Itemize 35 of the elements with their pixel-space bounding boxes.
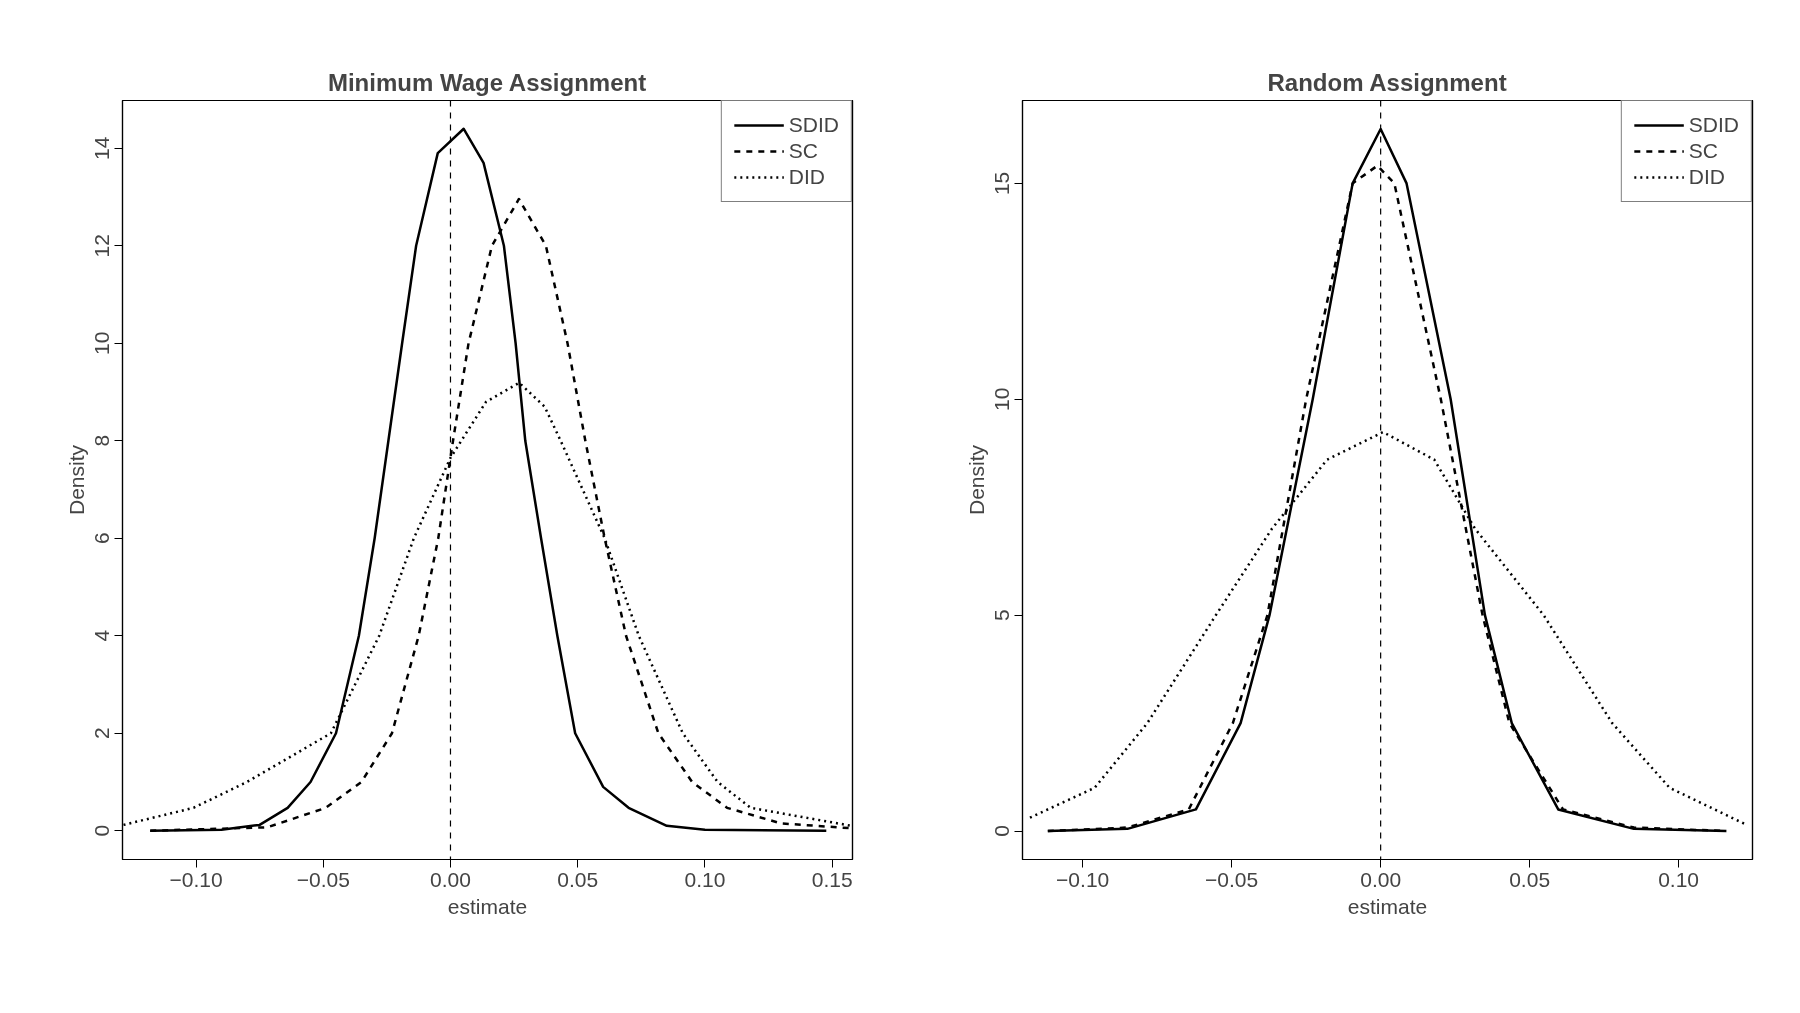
x-tick-label: −0.10: [1056, 867, 1110, 891]
y-tick-label: 5: [990, 609, 1014, 621]
x-axis-title: estimate: [1347, 894, 1428, 918]
legend-label: SDID: [788, 113, 839, 137]
legend-label: SC: [788, 139, 818, 163]
y-tick-label: 14: [90, 136, 114, 160]
y-tick-label: 0: [990, 825, 1014, 837]
x-tick-label: −0.05: [296, 867, 350, 891]
x-tick-label: 0.00: [430, 867, 471, 891]
x-tick-label: 0.10: [684, 867, 726, 891]
x-tick-label: 0.15: [811, 867, 853, 891]
x-axis-title: estimate: [447, 894, 528, 918]
x-tick-label: −0.10: [169, 867, 223, 891]
legend-label: DID: [788, 165, 825, 189]
x-tick-label: 0.05: [557, 867, 599, 891]
y-axis-title: Density: [964, 444, 988, 516]
x-tick-label: 0.10: [1658, 867, 1700, 891]
y-tick-label: 0: [90, 824, 114, 837]
x-tick-label: 0.05: [1509, 867, 1551, 891]
y-tick-label: 8: [90, 434, 114, 447]
y-tick-label: 10: [990, 387, 1014, 411]
y-tick-label: 6: [90, 532, 114, 545]
legend-label: SC: [1688, 139, 1718, 163]
x-tick-label: −0.05: [1205, 867, 1259, 891]
legend-label: DID: [1688, 165, 1725, 189]
legend-label: SDID: [1688, 113, 1739, 137]
chart-title: Random Assignment: [1267, 68, 1507, 96]
y-tick-label: 12: [90, 234, 114, 258]
y-tick-label: 15: [990, 171, 1014, 196]
x-tick-label: 0.00: [1360, 867, 1402, 891]
y-tick-label: 2: [90, 727, 114, 740]
y-tick-label: 10: [90, 331, 114, 355]
chart-title: Minimum Wage Assignment: [327, 68, 647, 96]
y-axis-title: Density: [64, 444, 88, 516]
y-tick-label: 4: [90, 629, 114, 642]
